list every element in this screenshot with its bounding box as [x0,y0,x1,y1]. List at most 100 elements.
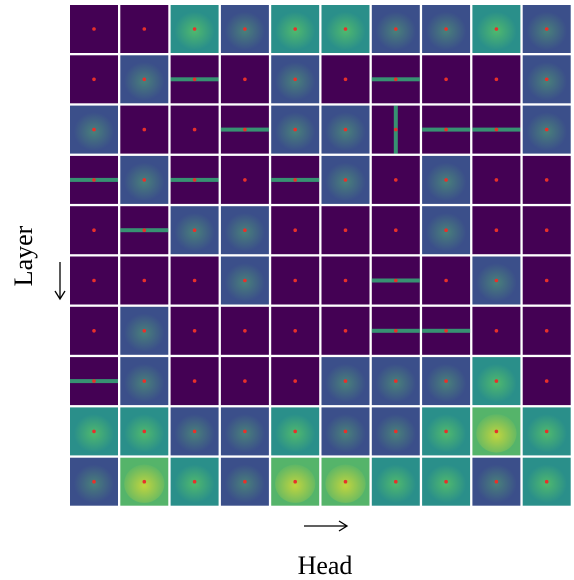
map-texture [325,112,365,150]
map-texture [275,112,315,150]
query-point [545,379,549,383]
map-texture [124,414,164,452]
query-point [92,430,96,434]
map-texture [527,112,567,150]
query-point [143,78,147,82]
map-texture [124,364,164,402]
map-texture [74,465,114,503]
query-point [293,379,297,383]
query-point [344,228,348,232]
query-point [193,178,197,182]
query-point [545,228,549,232]
map-texture [225,414,265,452]
query-point [243,379,247,383]
map-texture [174,213,214,251]
map-texture [124,314,164,352]
query-point [444,279,448,283]
query-point [92,27,96,31]
query-point [444,329,448,333]
query-point [495,329,499,333]
query-point [444,27,448,31]
query-point [143,27,147,31]
query-point [344,379,348,383]
figure: Layer Head [0,0,574,575]
query-point [92,329,96,333]
query-point [193,379,197,383]
map-texture [174,414,214,452]
query-point [545,279,549,283]
map-texture [376,364,416,402]
map-texture [527,414,567,452]
query-point [495,279,499,283]
query-point [444,178,448,182]
map-texture [426,12,466,50]
query-point [394,430,398,434]
map-texture [225,263,265,301]
query-point [92,228,96,232]
map-texture [174,12,214,50]
down-arrow [55,262,65,299]
query-point [143,178,147,182]
map-texture [426,364,466,402]
query-point [92,279,96,283]
query-point [92,379,96,383]
query-point [545,480,549,484]
query-point [344,178,348,182]
map-texture [124,62,164,100]
map-texture [225,213,265,251]
map-texture [174,465,214,503]
query-point [444,430,448,434]
query-point [243,178,247,182]
query-point [92,128,96,132]
map-texture [476,12,516,50]
query-point [394,379,398,383]
map-texture [426,163,466,201]
query-point [394,329,398,333]
map-texture [527,12,567,50]
map-texture [527,465,567,503]
map-texture [476,364,516,402]
query-point [143,329,147,333]
map-texture [426,414,466,452]
query-point [243,27,247,31]
map-texture [476,414,516,452]
query-point [444,128,448,132]
query-point [143,379,147,383]
query-point [293,430,297,434]
query-point [495,379,499,383]
query-point [293,178,297,182]
query-point [243,128,247,132]
query-point [344,480,348,484]
query-point [293,480,297,484]
query-point [394,78,398,82]
query-point [293,228,297,232]
query-point [193,279,197,283]
map-texture [527,62,567,100]
query-point [444,379,448,383]
map-texture [325,364,365,402]
map-texture [74,414,114,452]
query-point [293,128,297,132]
query-point [143,480,147,484]
query-point [394,27,398,31]
query-point [143,279,147,283]
query-point [495,128,499,132]
query-point [243,329,247,333]
query-point [193,480,197,484]
map-texture [476,263,516,301]
x-axis-label: Head [298,551,353,575]
query-point [394,279,398,283]
query-point [344,430,348,434]
query-point [193,329,197,333]
query-point [193,128,197,132]
query-point [143,228,147,232]
y-axis-label: Layer [9,225,38,286]
map-texture [325,12,365,50]
query-point [495,430,499,434]
map-texture [376,12,416,50]
map-texture [325,414,365,452]
query-point [545,27,549,31]
query-point [394,178,398,182]
query-point [545,178,549,182]
query-point [344,279,348,283]
